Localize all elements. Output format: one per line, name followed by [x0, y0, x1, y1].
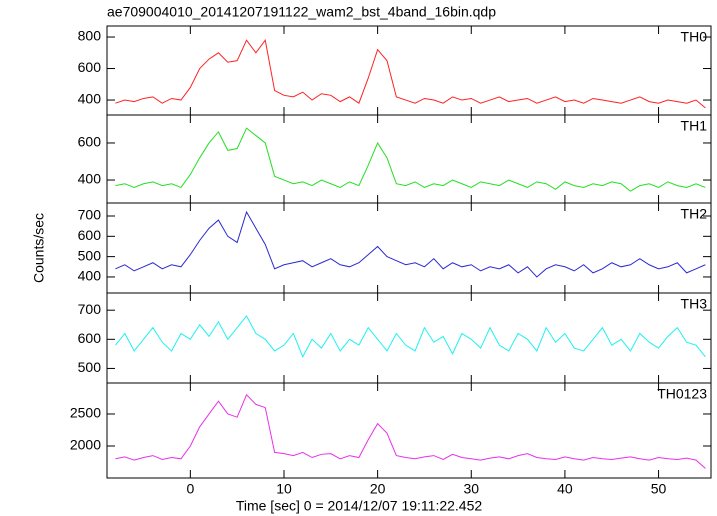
- panel-frame: [106, 114, 712, 204]
- y-tick-label: 500: [78, 247, 102, 263]
- y-tick-label: 400: [78, 91, 102, 107]
- panel-label: TH3: [681, 296, 708, 312]
- panel-label: TH0: [681, 29, 708, 45]
- y-tick-label: 2500: [70, 405, 101, 421]
- light-curve: [115, 210, 706, 278]
- y-tick-label: 400: [78, 171, 102, 187]
- x-tick-label: 0: [186, 481, 194, 497]
- x-tick-label: 30: [463, 481, 479, 497]
- x-tick-label: 20: [370, 481, 386, 497]
- y-tick-label: 600: [78, 330, 102, 346]
- y-tick-label: 400: [78, 268, 102, 284]
- light-curve: [115, 38, 706, 109]
- panel-label: TH0123: [657, 386, 707, 402]
- y-tick-label: 600: [78, 59, 102, 75]
- y-tick-label: 700: [78, 301, 102, 317]
- panel-frame: [106, 382, 712, 479]
- light-curve: [115, 315, 706, 358]
- panel-label: TH2: [681, 206, 708, 222]
- y-tick-label: 600: [78, 227, 102, 243]
- y-tick-label: 2000: [70, 437, 101, 453]
- y-tick-label: 700: [78, 207, 102, 223]
- panel-label: TH1: [681, 118, 708, 134]
- panel-frame: [106, 202, 712, 294]
- y-tick-label: 800: [78, 28, 102, 44]
- panel-frame: [106, 292, 712, 384]
- x-axis-label: Time [sec] 0 = 2014/12/07 19:11:22.452: [236, 498, 483, 514]
- x-tick-label: 10: [276, 481, 292, 497]
- y-tick-label: 500: [78, 359, 102, 375]
- x-tick-label: 40: [557, 481, 573, 497]
- x-tick-label: 50: [651, 481, 667, 497]
- light-curve: [115, 127, 706, 192]
- y-tick-label: 600: [78, 134, 102, 150]
- chart-title: ae709004010_20141207191122_wam2_bst_4ban…: [107, 4, 496, 20]
- y-axis-label: Counts/sec: [31, 213, 47, 283]
- light-curve: [115, 393, 706, 469]
